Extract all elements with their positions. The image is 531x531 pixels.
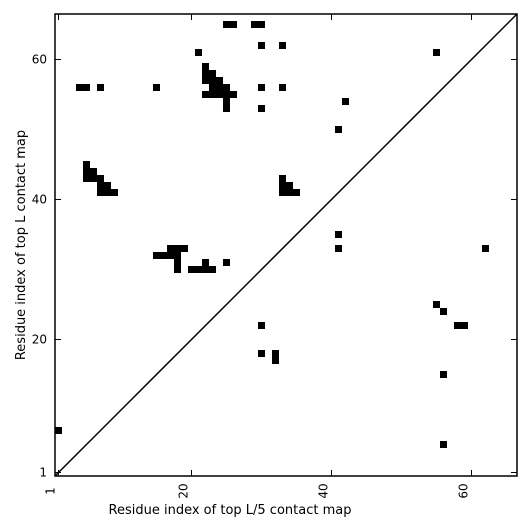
contact-cell bbox=[223, 84, 230, 91]
contact-cell bbox=[216, 91, 223, 98]
contact-cell bbox=[181, 245, 188, 252]
contact-cell bbox=[76, 84, 83, 91]
contact-cell bbox=[223, 91, 230, 98]
x-tick-label: 1 bbox=[44, 487, 58, 495]
contact-cell bbox=[482, 245, 489, 252]
contact-cell bbox=[279, 175, 286, 182]
contact-cell bbox=[258, 84, 265, 91]
contact-cell bbox=[167, 245, 174, 252]
contact-cell bbox=[83, 175, 90, 182]
contact-cell bbox=[202, 259, 209, 266]
x-tick-label: 20 bbox=[177, 483, 191, 498]
contact-cell bbox=[286, 182, 293, 189]
contact-cell bbox=[272, 357, 279, 364]
y-axis-label: Residue index of top L contact map bbox=[14, 130, 29, 360]
contact-cell bbox=[454, 322, 461, 329]
contact-cell bbox=[251, 21, 258, 28]
contact-cell bbox=[97, 182, 104, 189]
contact-cell bbox=[335, 245, 342, 252]
y-tick-label: 60 bbox=[32, 53, 47, 67]
contact-cell bbox=[104, 189, 111, 196]
contact-cell bbox=[279, 84, 286, 91]
contact-cell bbox=[202, 63, 209, 70]
contact-cell bbox=[97, 189, 104, 196]
contact-cell bbox=[90, 175, 97, 182]
diagonal-line bbox=[54, 13, 518, 477]
plot-frame bbox=[54, 13, 518, 477]
contact-cell bbox=[97, 175, 104, 182]
contact-cell bbox=[279, 42, 286, 49]
contact-cell bbox=[174, 245, 181, 252]
contact-cell bbox=[230, 91, 237, 98]
contact-cell bbox=[111, 189, 118, 196]
contact-cell bbox=[272, 350, 279, 357]
contact-cell bbox=[286, 189, 293, 196]
contact-cell bbox=[216, 84, 223, 91]
contact-cell bbox=[440, 371, 447, 378]
contact-cell bbox=[202, 266, 209, 273]
contact-cell bbox=[342, 98, 349, 105]
contact-cell bbox=[83, 161, 90, 168]
contact-cell bbox=[433, 49, 440, 56]
contact-cell bbox=[258, 322, 265, 329]
contact-cell bbox=[195, 266, 202, 273]
contact-cell bbox=[153, 252, 160, 259]
contact-cell bbox=[335, 126, 342, 133]
contact-cell bbox=[83, 84, 90, 91]
contact-cell bbox=[209, 77, 216, 84]
contact-cell bbox=[209, 266, 216, 273]
contact-cell bbox=[279, 182, 286, 189]
contact-cell bbox=[209, 84, 216, 91]
x-tick-label: 40 bbox=[317, 483, 331, 498]
contact-cell bbox=[223, 98, 230, 105]
contact-cells bbox=[55, 21, 489, 448]
contact-cell bbox=[461, 322, 468, 329]
contact-cell bbox=[258, 42, 265, 49]
contact-cell bbox=[258, 105, 265, 112]
contact-cell bbox=[174, 252, 181, 259]
contact-cell bbox=[433, 301, 440, 308]
contact-cell bbox=[335, 231, 342, 238]
contact-cell bbox=[209, 91, 216, 98]
contact-cell bbox=[202, 91, 209, 98]
contact-cell bbox=[104, 182, 111, 189]
contact-cell bbox=[167, 252, 174, 259]
contact-cell bbox=[153, 84, 160, 91]
x-axis-label: Residue index of top L/5 contact map bbox=[109, 503, 352, 518]
contact-cell bbox=[279, 189, 286, 196]
contact-cell bbox=[188, 266, 195, 273]
contact-cell bbox=[97, 84, 104, 91]
contact-cell bbox=[90, 168, 97, 175]
contact-cell bbox=[202, 70, 209, 77]
contact-cell bbox=[202, 77, 209, 84]
contact-cell bbox=[258, 350, 265, 357]
axis-ticks: 1 20 40 60 1 20 40 60 bbox=[32, 14, 517, 499]
contact-cell bbox=[223, 105, 230, 112]
contact-cell bbox=[216, 77, 223, 84]
contact-cell bbox=[440, 441, 447, 448]
contact-cell bbox=[55, 427, 62, 434]
y-tick-label: 40 bbox=[32, 193, 47, 207]
contact-cell bbox=[174, 266, 181, 273]
contact-cell bbox=[83, 168, 90, 175]
contact-cell bbox=[258, 21, 265, 28]
contact-cell bbox=[195, 49, 202, 56]
y-tick-label: 20 bbox=[32, 333, 47, 347]
contact-cell bbox=[440, 308, 447, 315]
x-tick-label: 60 bbox=[457, 483, 471, 498]
contact-cell bbox=[160, 252, 167, 259]
contact-cell bbox=[230, 21, 237, 28]
contact-cell bbox=[223, 259, 230, 266]
y-tick-label: 1 bbox=[39, 466, 47, 480]
contact-cell bbox=[293, 189, 300, 196]
contact-cell bbox=[209, 70, 216, 77]
contact-cell bbox=[174, 259, 181, 266]
contact-cell bbox=[223, 21, 230, 28]
